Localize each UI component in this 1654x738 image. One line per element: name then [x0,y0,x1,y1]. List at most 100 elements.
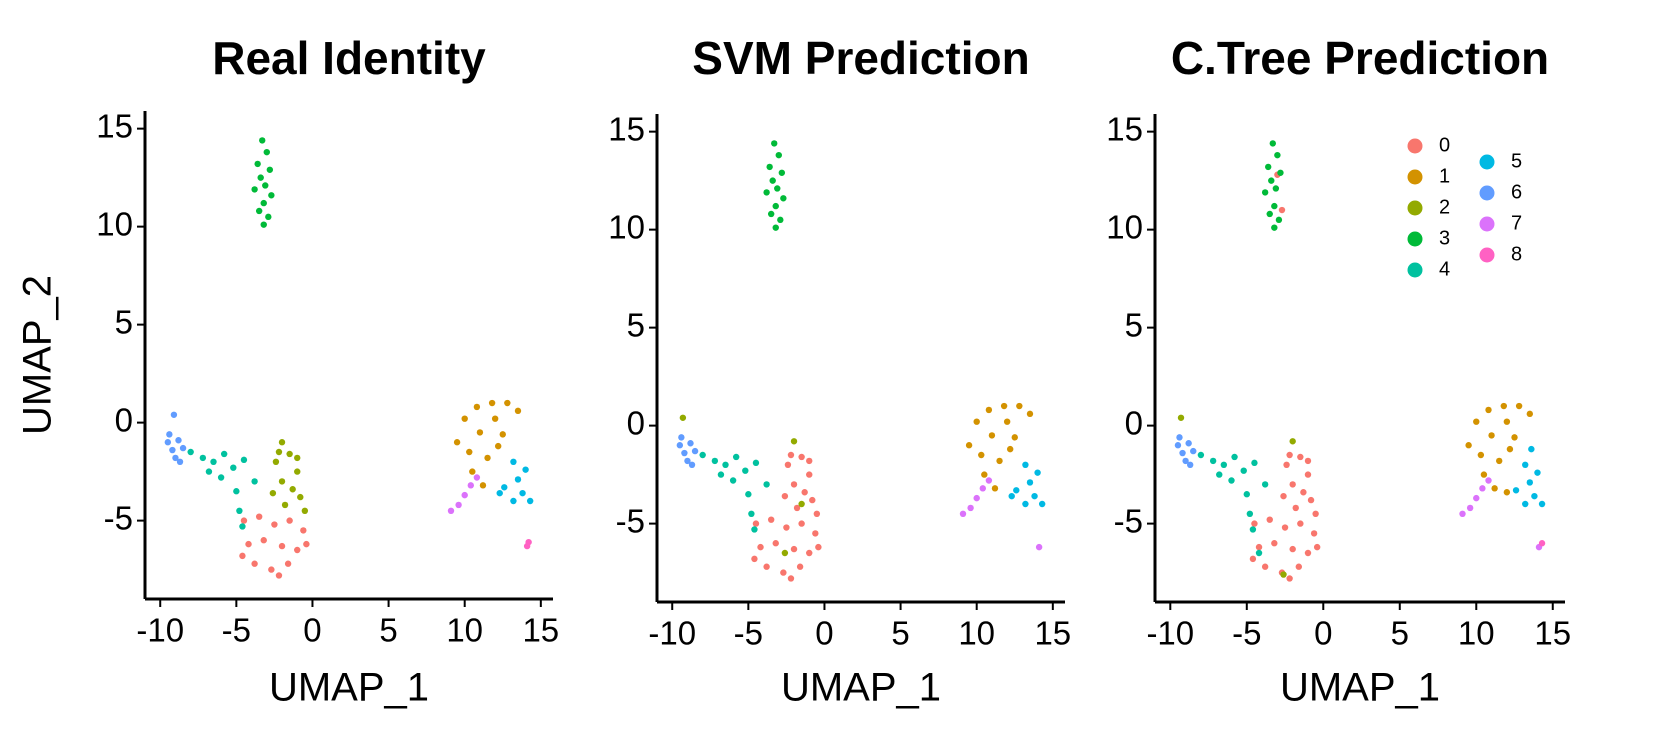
point [1300,489,1307,496]
point [1526,479,1534,486]
point [281,501,289,509]
point [1531,492,1538,500]
point [514,476,522,483]
point [1506,445,1514,453]
point [255,207,263,215]
legend-label: 8 [1511,243,1522,265]
point [1261,189,1269,196]
point [780,569,787,576]
point [473,474,481,481]
point [1304,471,1312,478]
point [687,440,694,447]
point [1466,504,1474,512]
point [780,195,787,202]
point [988,432,996,439]
point [722,461,729,469]
point [772,540,779,547]
x-axis-label: UMAP_1 [1280,666,1440,710]
legend-label: 3 [1439,227,1450,249]
point [501,484,508,491]
point [1538,500,1546,508]
point [172,454,179,462]
point [220,450,228,458]
point [798,453,805,461]
point [679,414,687,421]
point [1246,510,1254,518]
point [1022,500,1029,508]
point [772,202,779,210]
point [1013,487,1020,494]
point [479,482,487,489]
point [269,489,277,497]
point [1280,571,1287,578]
point [278,542,286,550]
point [1286,451,1293,459]
point [777,216,784,224]
y-tick-label: 15 [608,110,645,147]
point [1538,540,1546,547]
point [732,453,740,461]
point [447,507,455,515]
point [251,560,258,567]
point [1534,469,1541,476]
point [294,546,301,554]
point [1176,434,1183,441]
point [806,471,813,478]
point [488,399,496,407]
point [1266,210,1273,218]
point [745,491,752,498]
point [1216,471,1223,478]
point [965,442,973,449]
point [303,540,310,548]
point [268,192,275,199]
x-tick-label: 0 [303,612,321,649]
point [711,457,719,465]
point [1304,549,1312,557]
point [286,450,293,458]
point [985,406,993,414]
point [809,496,816,504]
y-tick-label: 0 [627,404,645,441]
point [717,471,725,478]
x-tick-label: -5 [1232,615,1261,652]
y-tick-label: -5 [104,499,133,536]
point [1479,485,1486,492]
point [469,468,476,475]
point [239,552,246,560]
point [453,439,461,446]
point [767,210,775,218]
legend-label: 4 [1439,258,1450,280]
x-tick-label: 0 [815,615,833,652]
point [742,467,749,474]
point [775,151,782,159]
point [240,456,248,464]
point [796,563,804,570]
point [510,458,517,466]
point [260,221,267,228]
point [959,510,967,518]
legend-swatch [1407,169,1423,185]
point [1022,461,1029,469]
legend-swatch [1407,231,1423,247]
point [1269,140,1276,147]
point [510,497,517,505]
y-tick-label: 5 [115,303,133,340]
point [1034,469,1041,476]
point [467,482,474,489]
point [798,520,805,527]
point [787,575,795,582]
point [813,510,821,518]
point [499,431,506,438]
point [684,457,691,465]
point [278,439,286,446]
y-tick-label: 0 [1125,404,1143,441]
point [1313,543,1321,551]
point [1304,457,1312,465]
point [806,457,813,465]
point [461,415,468,422]
point [699,451,706,459]
point [187,448,194,456]
point [1312,510,1319,518]
point [748,510,755,518]
point [778,169,786,176]
